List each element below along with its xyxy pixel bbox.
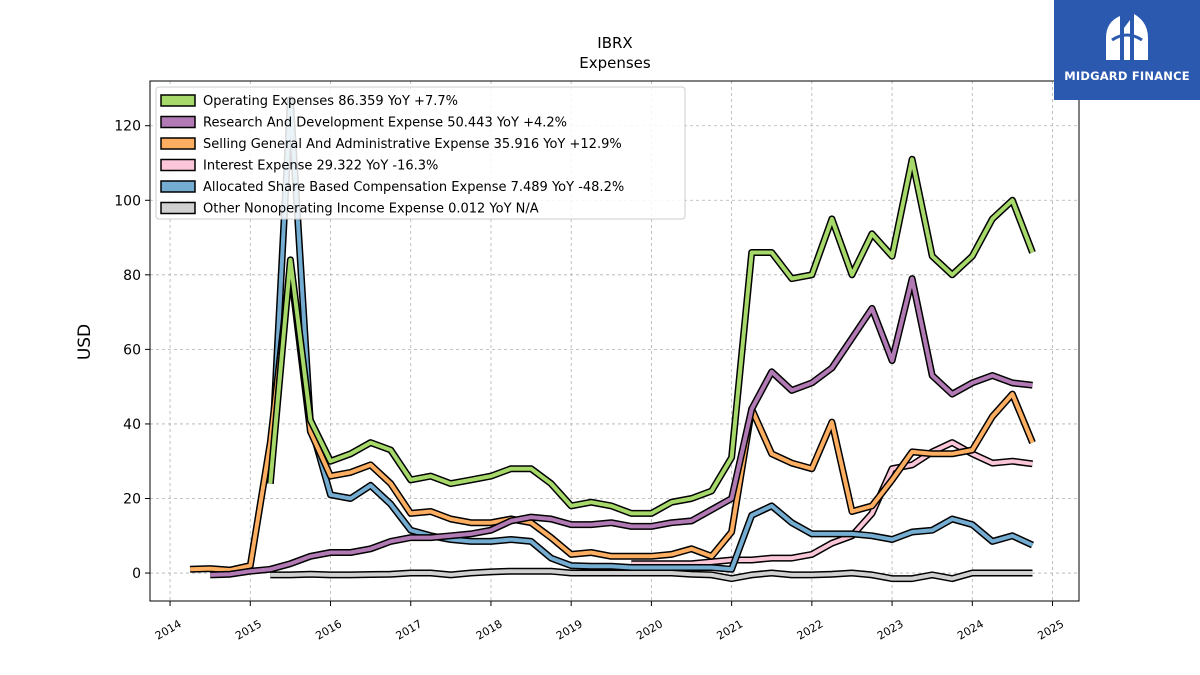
chart-title: IBRX (597, 34, 632, 52)
legend-entry: Allocated Share Based Compensation Expen… (203, 180, 624, 195)
series-5 (270, 567, 1033, 583)
chart-subtitle: Expenses (579, 54, 651, 72)
x-tick-label: 2024 (955, 617, 986, 642)
legend-swatch (160, 137, 196, 150)
series-line (268, 157, 1035, 516)
x-tick-label: 2016 (313, 617, 344, 642)
legend-swatch (160, 158, 196, 172)
series-2 (189, 263, 1036, 574)
series-0 (266, 155, 1036, 517)
midgard-emblem-icon (1106, 14, 1148, 60)
x-tick-label: 2015 (233, 617, 264, 642)
legend-entry: Research And Development Expense 50.443 … (203, 116, 567, 131)
y-tick-label: 20 (123, 491, 141, 507)
x-tick-label: 2025 (1035, 617, 1066, 642)
legend-box (155, 86, 686, 220)
y-tick-label: 100 (114, 193, 141, 209)
x-tick-label: 2021 (715, 617, 746, 642)
y-tick-label: 120 (114, 119, 141, 135)
y-tick-label: 0 (132, 566, 141, 582)
series-line (268, 97, 1034, 572)
plot-frame (149, 80, 1080, 602)
legend-swatch (160, 180, 196, 193)
x-tick-label: 2022 (795, 617, 826, 642)
series-line (270, 569, 1033, 581)
y-axis-label: USD (75, 324, 95, 360)
x-tick-label: 2019 (554, 617, 585, 642)
series-lines (189, 96, 1036, 583)
x-tick-label: 2020 (634, 617, 665, 642)
x-tick-label: 2018 (474, 617, 505, 642)
legend: Operating Expenses 86.359 YoY +7.7% Resea… (155, 86, 686, 220)
midgard-finance-logo: MIDGARD FINANCE (1054, 0, 1200, 100)
series-line (210, 276, 1033, 577)
legend-swatch (160, 115, 196, 129)
x-axis-ticks: 2014 2015 2016 2017 2018 2019 2020 2021 2022 2023… (153, 601, 1066, 643)
legend-entry: Other Nonoperating Income Expense 0.012 … (203, 202, 539, 217)
legend-swatch (160, 94, 196, 107)
y-tick-label: 40 (123, 417, 141, 433)
x-tick-label: 2014 (153, 617, 184, 642)
x-tick-label: 2023 (875, 617, 906, 642)
y-axis-ticks: 0 20 40 60 80 100 120 (114, 119, 150, 582)
legend-entry: Selling General And Administrative Expen… (203, 137, 622, 152)
brand-name: MIDGARD FINANCE (1064, 69, 1190, 83)
y-tick-label: 80 (123, 268, 141, 284)
legend-swatch (160, 201, 196, 215)
series-1 (210, 275, 1033, 579)
legend-entry: Operating Expenses 86.359 YoY +7.7% (203, 94, 458, 109)
x-tick-label: 2017 (394, 617, 425, 642)
y-tick-label: 60 (123, 342, 141, 358)
series-4 (266, 96, 1034, 573)
legend-entry: Interest Expense 29.322 YoY -16.3% (203, 159, 438, 174)
series-line (190, 265, 1035, 573)
